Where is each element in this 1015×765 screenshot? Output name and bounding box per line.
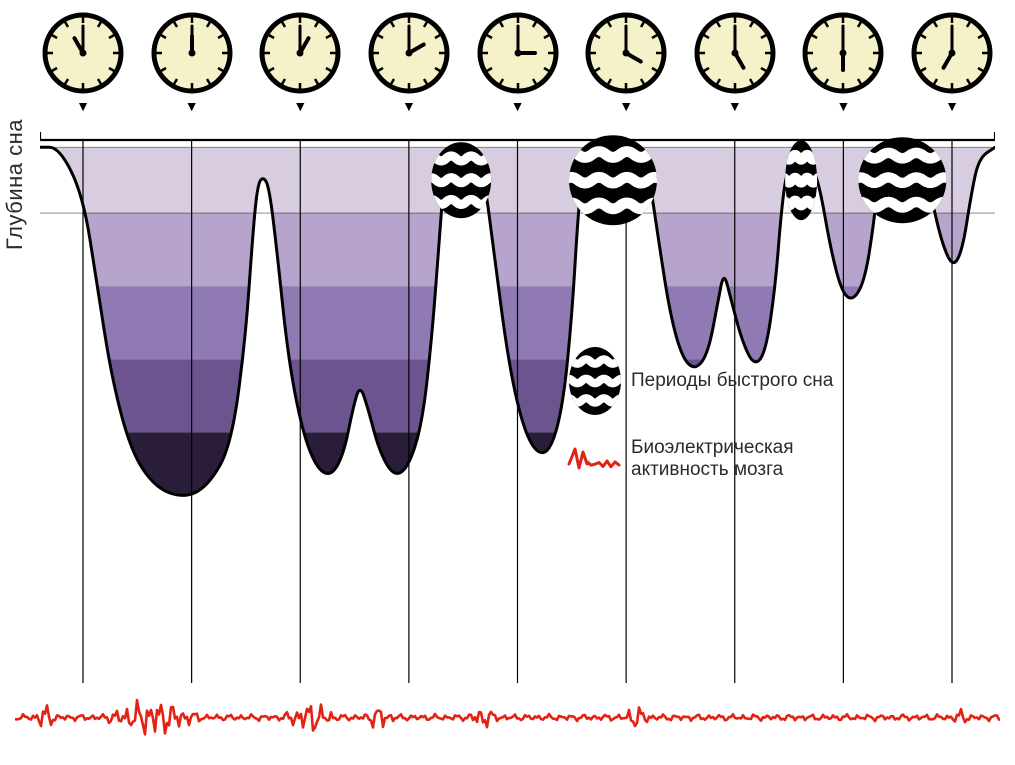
clock-pointer-icon: ▼	[619, 98, 633, 114]
clock: ▼	[40, 10, 126, 114]
clock: ▼	[475, 10, 561, 114]
eeg-wave	[15, 690, 1000, 745]
clock-pointer-icon: ▼	[402, 98, 416, 114]
clock-pointer-icon: ▼	[185, 98, 199, 114]
rem-marker-icon	[565, 345, 625, 417]
eeg-wave-icon	[565, 444, 625, 474]
clock: ▼	[366, 10, 452, 114]
clock-pointer-icon: ▼	[511, 98, 525, 114]
legend: Периоды быстрого сна Биоэлектрическая ак…	[565, 345, 833, 501]
legend-rem-label: Периоды быстрого сна	[631, 370, 833, 391]
clock: ▼	[149, 10, 235, 114]
clock-pointer-icon: ▼	[836, 98, 850, 114]
hypnogram-svg	[40, 128, 995, 683]
clock: ▼	[909, 10, 995, 114]
clocks-row: ▼▼▼▼▼▼▼▼▼	[40, 10, 995, 110]
sleep-depth-diagram: ▼▼▼▼▼▼▼▼▼ Глубина сна Периоды быстрого с…	[0, 0, 1015, 765]
clock: ▼	[692, 10, 778, 114]
clock-pointer-icon: ▼	[728, 98, 742, 114]
legend-eeg-label-1: Биоэлектрическая	[631, 437, 794, 458]
legend-eeg-label-2: активность мозга	[631, 459, 783, 480]
clock: ▼	[800, 10, 886, 114]
legend-row-rem: Периоды быстрого сна	[565, 345, 833, 417]
clock-pointer-icon: ▼	[76, 98, 90, 114]
clock-pointer-icon: ▼	[945, 98, 959, 114]
clock: ▼	[257, 10, 343, 114]
y-axis-label: Глубина сна	[2, 119, 28, 250]
legend-row-eeg: Биоэлектрическая активность мозга	[565, 437, 833, 481]
clock-pointer-icon: ▼	[293, 98, 307, 114]
clock: ▼	[583, 10, 669, 114]
hypnogram-chart	[40, 128, 995, 683]
